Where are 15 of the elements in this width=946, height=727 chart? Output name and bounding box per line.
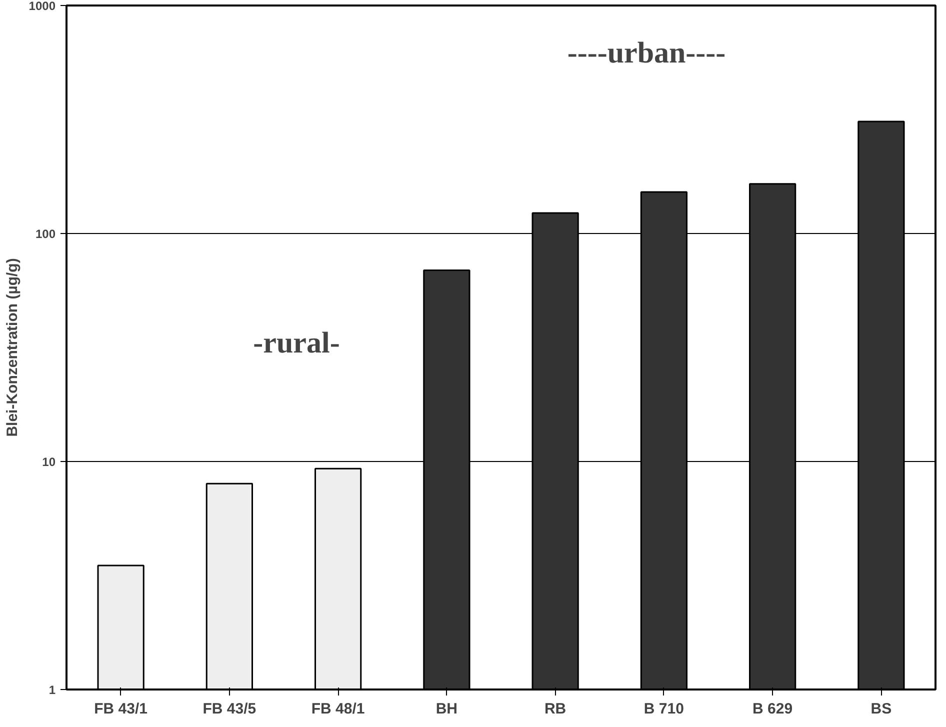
x-tick-label: B 629 (752, 700, 793, 718)
x-tick-label: FB 43/1 (94, 700, 148, 718)
y-tick-label: 1000 (28, 0, 56, 13)
x-tick-label: RB (544, 700, 566, 718)
annotation: ----urban---- (567, 36, 726, 70)
x-tick-label: BS (870, 700, 892, 718)
y-tick-label: 100 (35, 227, 56, 241)
x-tick-label: BH (436, 700, 458, 718)
y-tick-label: 10 (42, 455, 56, 469)
x-tick-label: FB 48/1 (311, 700, 365, 718)
annotation: -rural- (253, 326, 340, 360)
x-tick-label: B 710 (644, 700, 684, 718)
y-tick-label: 1 (48, 683, 56, 697)
y-axis-title: Blei-Konzentration (µg/g) (4, 258, 21, 437)
x-tick-label: FB 43/5 (202, 700, 256, 718)
